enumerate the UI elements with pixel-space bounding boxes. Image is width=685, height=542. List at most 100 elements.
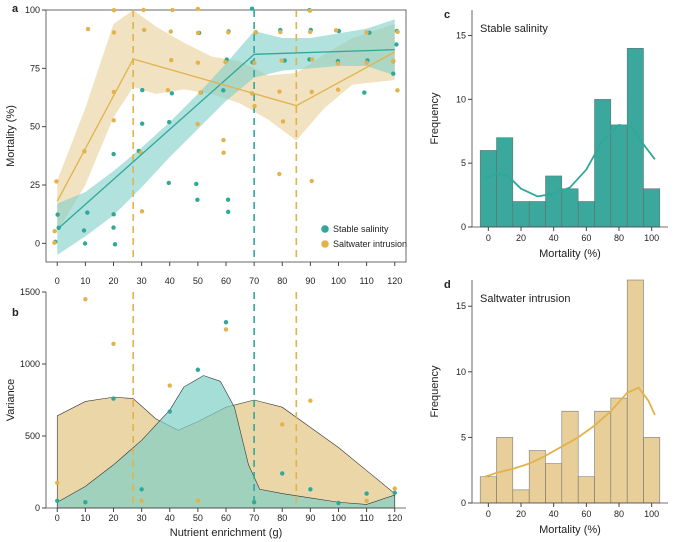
variance-point-saltwater	[392, 486, 397, 491]
y-tick-label: 0	[35, 503, 40, 513]
legend-marker-saltwater	[321, 240, 329, 248]
data-point-saltwater	[111, 8, 117, 13]
histogram-bar-stable	[594, 99, 612, 228]
data-point-saltwater	[54, 179, 59, 184]
x-tick-label: 90	[305, 513, 315, 523]
data-point-stable	[111, 212, 116, 217]
x-axis-label: Nutrient enrichment (g)	[170, 527, 283, 539]
data-point-stable	[140, 87, 145, 93]
data-point-saltwater	[195, 121, 200, 127]
legend-box	[316, 221, 404, 253]
data-point-stable	[112, 242, 118, 247]
variance-point-saltwater	[83, 297, 88, 302]
panel-c-label: c	[444, 9, 450, 21]
histogram-bar-stable	[577, 201, 595, 228]
x-tick-label: 80	[614, 233, 624, 243]
histogram-title-stable: Stable salinity	[480, 23, 548, 35]
y-axis-label: Mortality (%)	[5, 105, 17, 167]
data-point-saltwater	[223, 59, 228, 65]
y-tick-label: 100	[25, 5, 40, 15]
x-tick-label: 100	[331, 276, 346, 286]
variance-point-stable	[111, 396, 116, 401]
data-point-saltwater	[364, 30, 369, 35]
x-tick-label: 90	[305, 276, 315, 286]
variance-area-stable	[56, 375, 396, 509]
data-point-stable	[195, 197, 200, 202]
data-point-saltwater	[226, 30, 231, 35]
y-tick-label: 1000	[20, 359, 40, 369]
data-point-saltwater	[395, 29, 400, 35]
legend-entry-stable: Stable salinity	[333, 224, 389, 234]
data-point-stable	[225, 209, 231, 215]
x-tick-label: 40	[165, 276, 175, 286]
confidence-band-stable	[57, 19, 395, 256]
variance-point-saltwater	[280, 422, 285, 427]
variance-point-saltwater	[139, 498, 144, 503]
y-tick-label: 5	[461, 158, 466, 168]
x-tick-label: 60	[221, 513, 231, 523]
x-tick-label: 20	[108, 276, 118, 286]
histogram-bar-saltwater	[561, 410, 579, 504]
data-point-saltwater	[279, 58, 284, 63]
data-point-stable	[111, 151, 116, 157]
x-tick-label: 60	[581, 233, 591, 243]
data-point-saltwater	[52, 229, 57, 234]
y-tick-label: 0	[461, 222, 466, 232]
data-point-saltwater	[168, 29, 173, 34]
data-point-saltwater	[139, 209, 145, 214]
data-point-saltwater	[252, 60, 257, 65]
histogram-bar-saltwater	[594, 410, 612, 504]
x-tick-label: 120	[387, 513, 402, 523]
variance-point-stable	[139, 487, 144, 492]
variance-point-stable	[336, 500, 341, 506]
variance-point-saltwater	[55, 480, 60, 485]
y-axis-label: Frequency	[429, 92, 441, 144]
variance-point-stable	[195, 367, 201, 372]
data-point-saltwater	[221, 150, 226, 155]
x-tick-label: 20	[516, 509, 526, 519]
variance-point-stable	[167, 409, 172, 414]
variance-point-stable	[55, 498, 60, 503]
data-point-saltwater	[169, 57, 174, 63]
data-point-saltwater	[335, 87, 341, 92]
y-tick-label: 5	[461, 432, 466, 442]
variance-point-saltwater	[111, 341, 116, 347]
data-point-saltwater	[333, 28, 339, 33]
x-tick-label: 100	[331, 513, 346, 523]
x-tick-label: 70	[249, 513, 259, 523]
variance-point-saltwater	[364, 498, 369, 503]
data-point-saltwater	[52, 240, 57, 245]
x-tick-label: 10	[80, 276, 90, 286]
data-point-stable	[55, 212, 60, 217]
x-tick-label: 30	[137, 513, 147, 523]
variance-point-stable	[83, 500, 88, 505]
density-curve-saltwater	[484, 386, 656, 478]
data-point-stable	[169, 91, 175, 96]
x-tick-label: 110	[359, 276, 373, 286]
histogram-bar-stable	[545, 175, 563, 228]
data-point-saltwater	[335, 61, 341, 66]
variance-point-saltwater	[167, 383, 172, 388]
variance-point-stable	[364, 491, 369, 496]
y-tick-label: 0	[35, 238, 40, 248]
variance-point-saltwater	[223, 327, 229, 332]
x-tick-label: 70	[249, 276, 259, 286]
fit-line-stable	[56, 49, 395, 230]
x-tick-label: 120	[387, 276, 402, 286]
data-point-stable	[194, 181, 199, 187]
data-point-stable	[362, 90, 367, 95]
x-tick-label: 0	[486, 509, 491, 519]
data-point-saltwater	[307, 8, 313, 13]
data-point-saltwater	[280, 119, 286, 124]
variance-point-stable	[308, 487, 313, 492]
x-tick-label: 0	[55, 276, 60, 286]
x-tick-label: 50	[193, 513, 203, 523]
data-point-saltwater	[85, 26, 91, 32]
variance-point-stable	[251, 500, 257, 505]
panel-b-label: b	[12, 307, 19, 319]
x-tick-label: 30	[137, 276, 147, 286]
data-point-stable	[249, 6, 255, 11]
histogram-title-saltwater: Saltwater intrusion	[480, 293, 571, 305]
y-axis-label: Variance	[5, 379, 17, 422]
legend-entry-saltwater: Saltwater intrusion	[333, 239, 407, 249]
